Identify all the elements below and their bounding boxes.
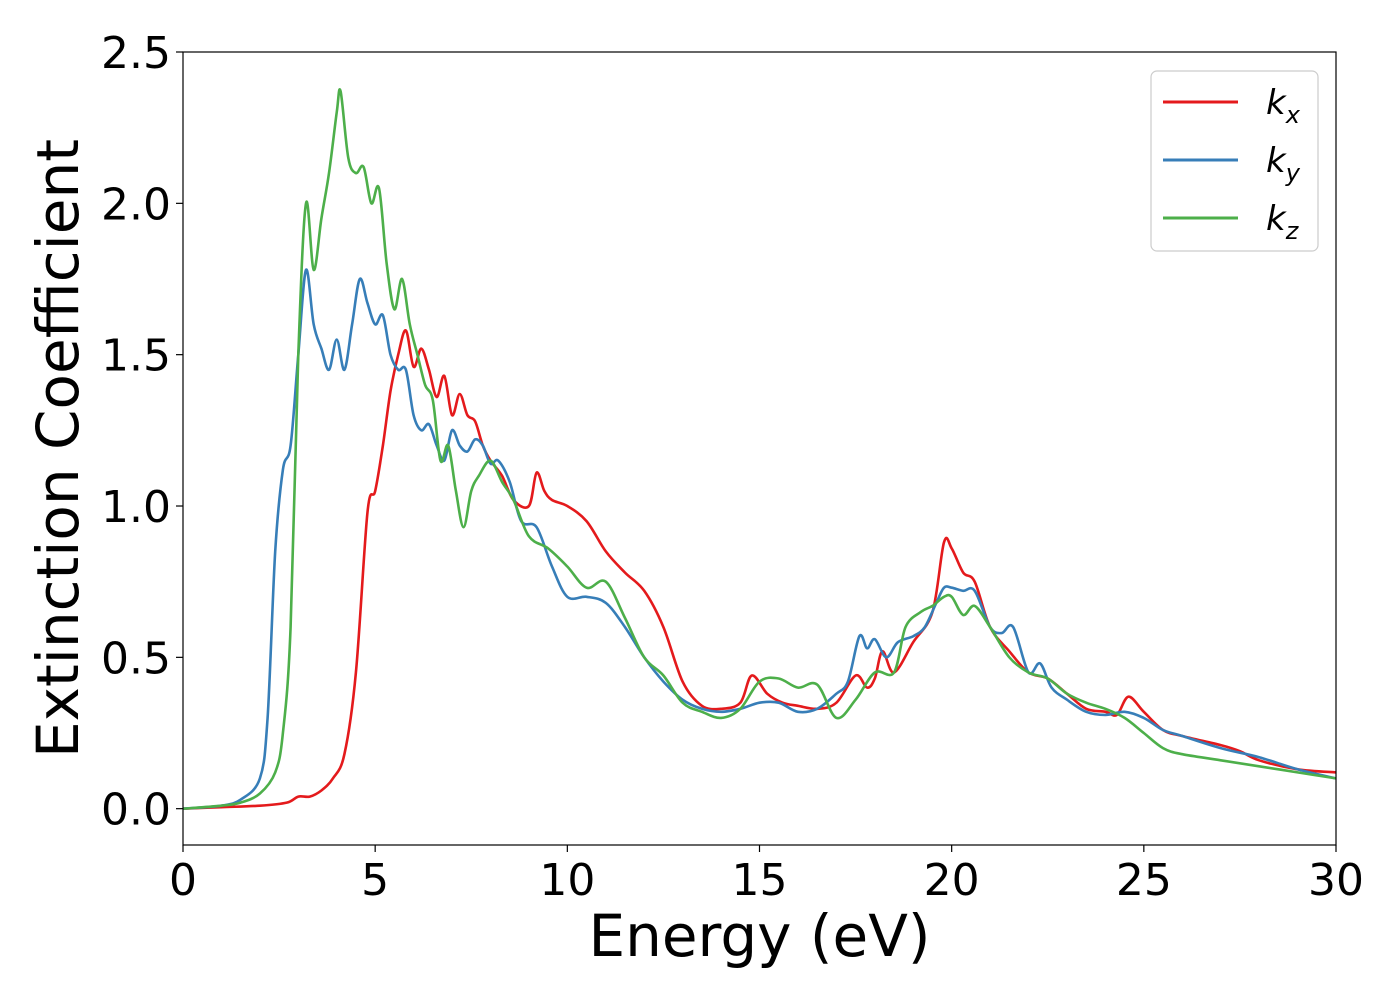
y-tick-label: 2.0 [101,179,171,230]
x-tick-label: 30 [1308,855,1364,906]
series-line-kx [183,329,1336,810]
series-layer [183,88,1336,810]
x-tick-label: 20 [924,855,980,906]
x-tick-label: 10 [539,855,595,906]
x-axis-label: Energy (eV) [588,902,930,970]
y-tick-label: 1.5 [101,331,171,382]
axis-ticks: 0 5 10 15 20 25 30 0.0 0.5 1.0 1.5 2.0 2.5 [101,28,1364,906]
x-tick-label: 15 [732,855,788,906]
x-tick-label: 25 [1116,855,1172,906]
y-tick-label: 0.0 [101,785,171,836]
y-tick-label: 1.0 [101,482,171,533]
y-axis-label: Extinction Coefficient [24,139,92,758]
legend: kx ky kz [1150,70,1319,252]
series-line-ky [183,268,1336,810]
y-tick-label: 2.5 [101,28,171,79]
y-tick-label: 0.5 [101,633,171,684]
series-line-kz [183,88,1336,810]
legend-label-ky: ky [1266,141,1301,187]
x-tick-label: 5 [361,855,389,906]
legend-label-kz: kz [1266,199,1300,245]
legend-label-kx: kx [1266,83,1301,129]
x-tick-label: 0 [169,855,197,906]
